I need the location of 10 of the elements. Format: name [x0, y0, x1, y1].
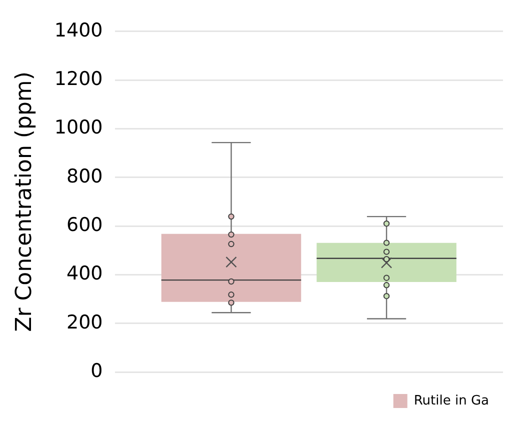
y-tick-label: 0 [90, 360, 103, 382]
y-axis-title: Zr Concentration (ppm) [12, 72, 37, 332]
y-tick-label: 600 [66, 214, 103, 236]
y-tick-label: 400 [66, 262, 103, 285]
y-tick-label: 800 [66, 165, 103, 188]
y-tick-label: 1200 [54, 68, 103, 90]
y-tick-label: 200 [66, 311, 103, 334]
y-tick-label: 1400 [54, 19, 103, 42]
legend-label: Rutile in Ga [414, 393, 490, 408]
y-tick-label: 1000 [54, 116, 103, 139]
